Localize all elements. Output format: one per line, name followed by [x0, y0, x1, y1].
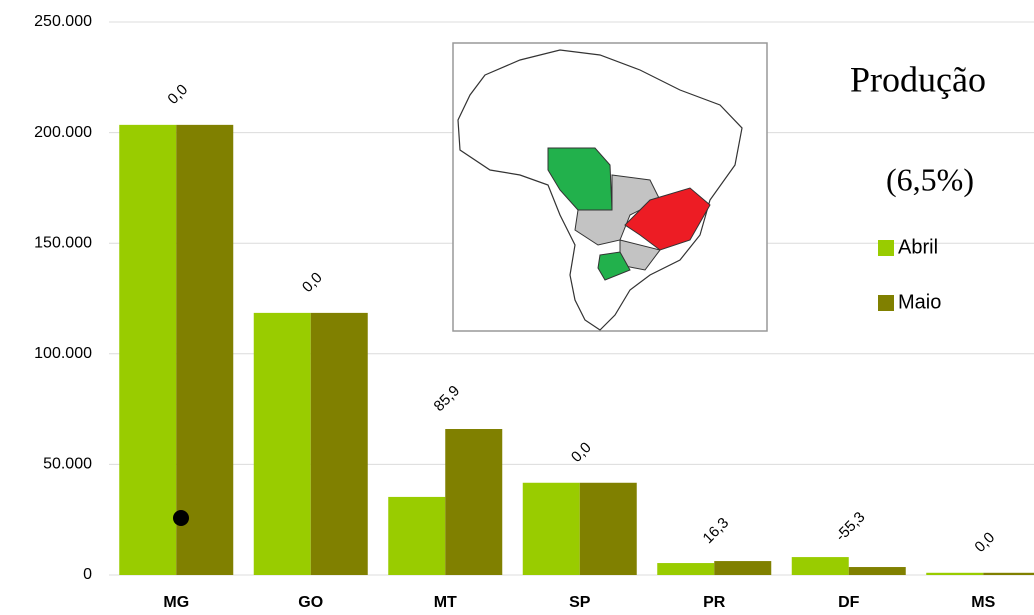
bar: [445, 429, 503, 575]
bar: [579, 482, 637, 575]
map: [452, 42, 768, 332]
legend: Abril Maio: [878, 236, 941, 313]
bars: MG 0,0 GO 0,0 MT 85,9 SP 0,0 PR 16,3 DF -55,3 MS 0,0: [119, 81, 1034, 611]
x-tick-label: SP: [569, 594, 591, 611]
bar: [522, 482, 580, 575]
x-tick-label: MG: [163, 594, 189, 611]
bar: [848, 567, 906, 575]
chart-subtitle: (6,5%): [886, 161, 974, 197]
bar: [983, 572, 1034, 575]
bar: [657, 563, 715, 575]
bar: [176, 124, 234, 575]
y-tick-label: 100.000: [34, 345, 92, 362]
chart-title: Produção: [850, 59, 986, 99]
legend-swatch: [878, 240, 894, 256]
x-tick-label: PR: [703, 594, 726, 611]
bar: [926, 572, 984, 575]
legend-swatch: [878, 295, 894, 311]
bar: [253, 312, 311, 575]
bar: [388, 496, 446, 575]
y-tick-label: 150.000: [34, 234, 92, 251]
y-tick-label: 250.000: [34, 13, 92, 30]
bar: [791, 557, 849, 575]
legend-label: Abril: [898, 236, 938, 258]
change-label: 0,0: [568, 439, 595, 466]
change-label: 85,9: [431, 382, 464, 415]
bar: [310, 312, 368, 575]
bar: [119, 124, 177, 575]
y-tick-label: 0: [83, 566, 92, 583]
change-label: 16,3: [700, 514, 733, 547]
change-label: 0,0: [971, 529, 998, 556]
y-tick-label: 50.000: [43, 456, 92, 473]
x-tick-label: GO: [298, 594, 323, 611]
x-tick-label: DF: [838, 594, 860, 611]
change-label: 0,0: [164, 81, 191, 108]
legend-label: Maio: [898, 291, 941, 313]
x-tick-label: MT: [434, 594, 457, 611]
y-tick-label: 200.000: [34, 124, 92, 141]
change-label: -55,3: [832, 509, 868, 545]
change-label: 0,0: [299, 269, 326, 296]
marker-dot: [173, 510, 189, 526]
bar: [714, 561, 772, 575]
x-tick-label: MS: [971, 594, 995, 611]
grid: 0 50.000 100.000 150.000 200.000 250.000: [34, 13, 1034, 583]
